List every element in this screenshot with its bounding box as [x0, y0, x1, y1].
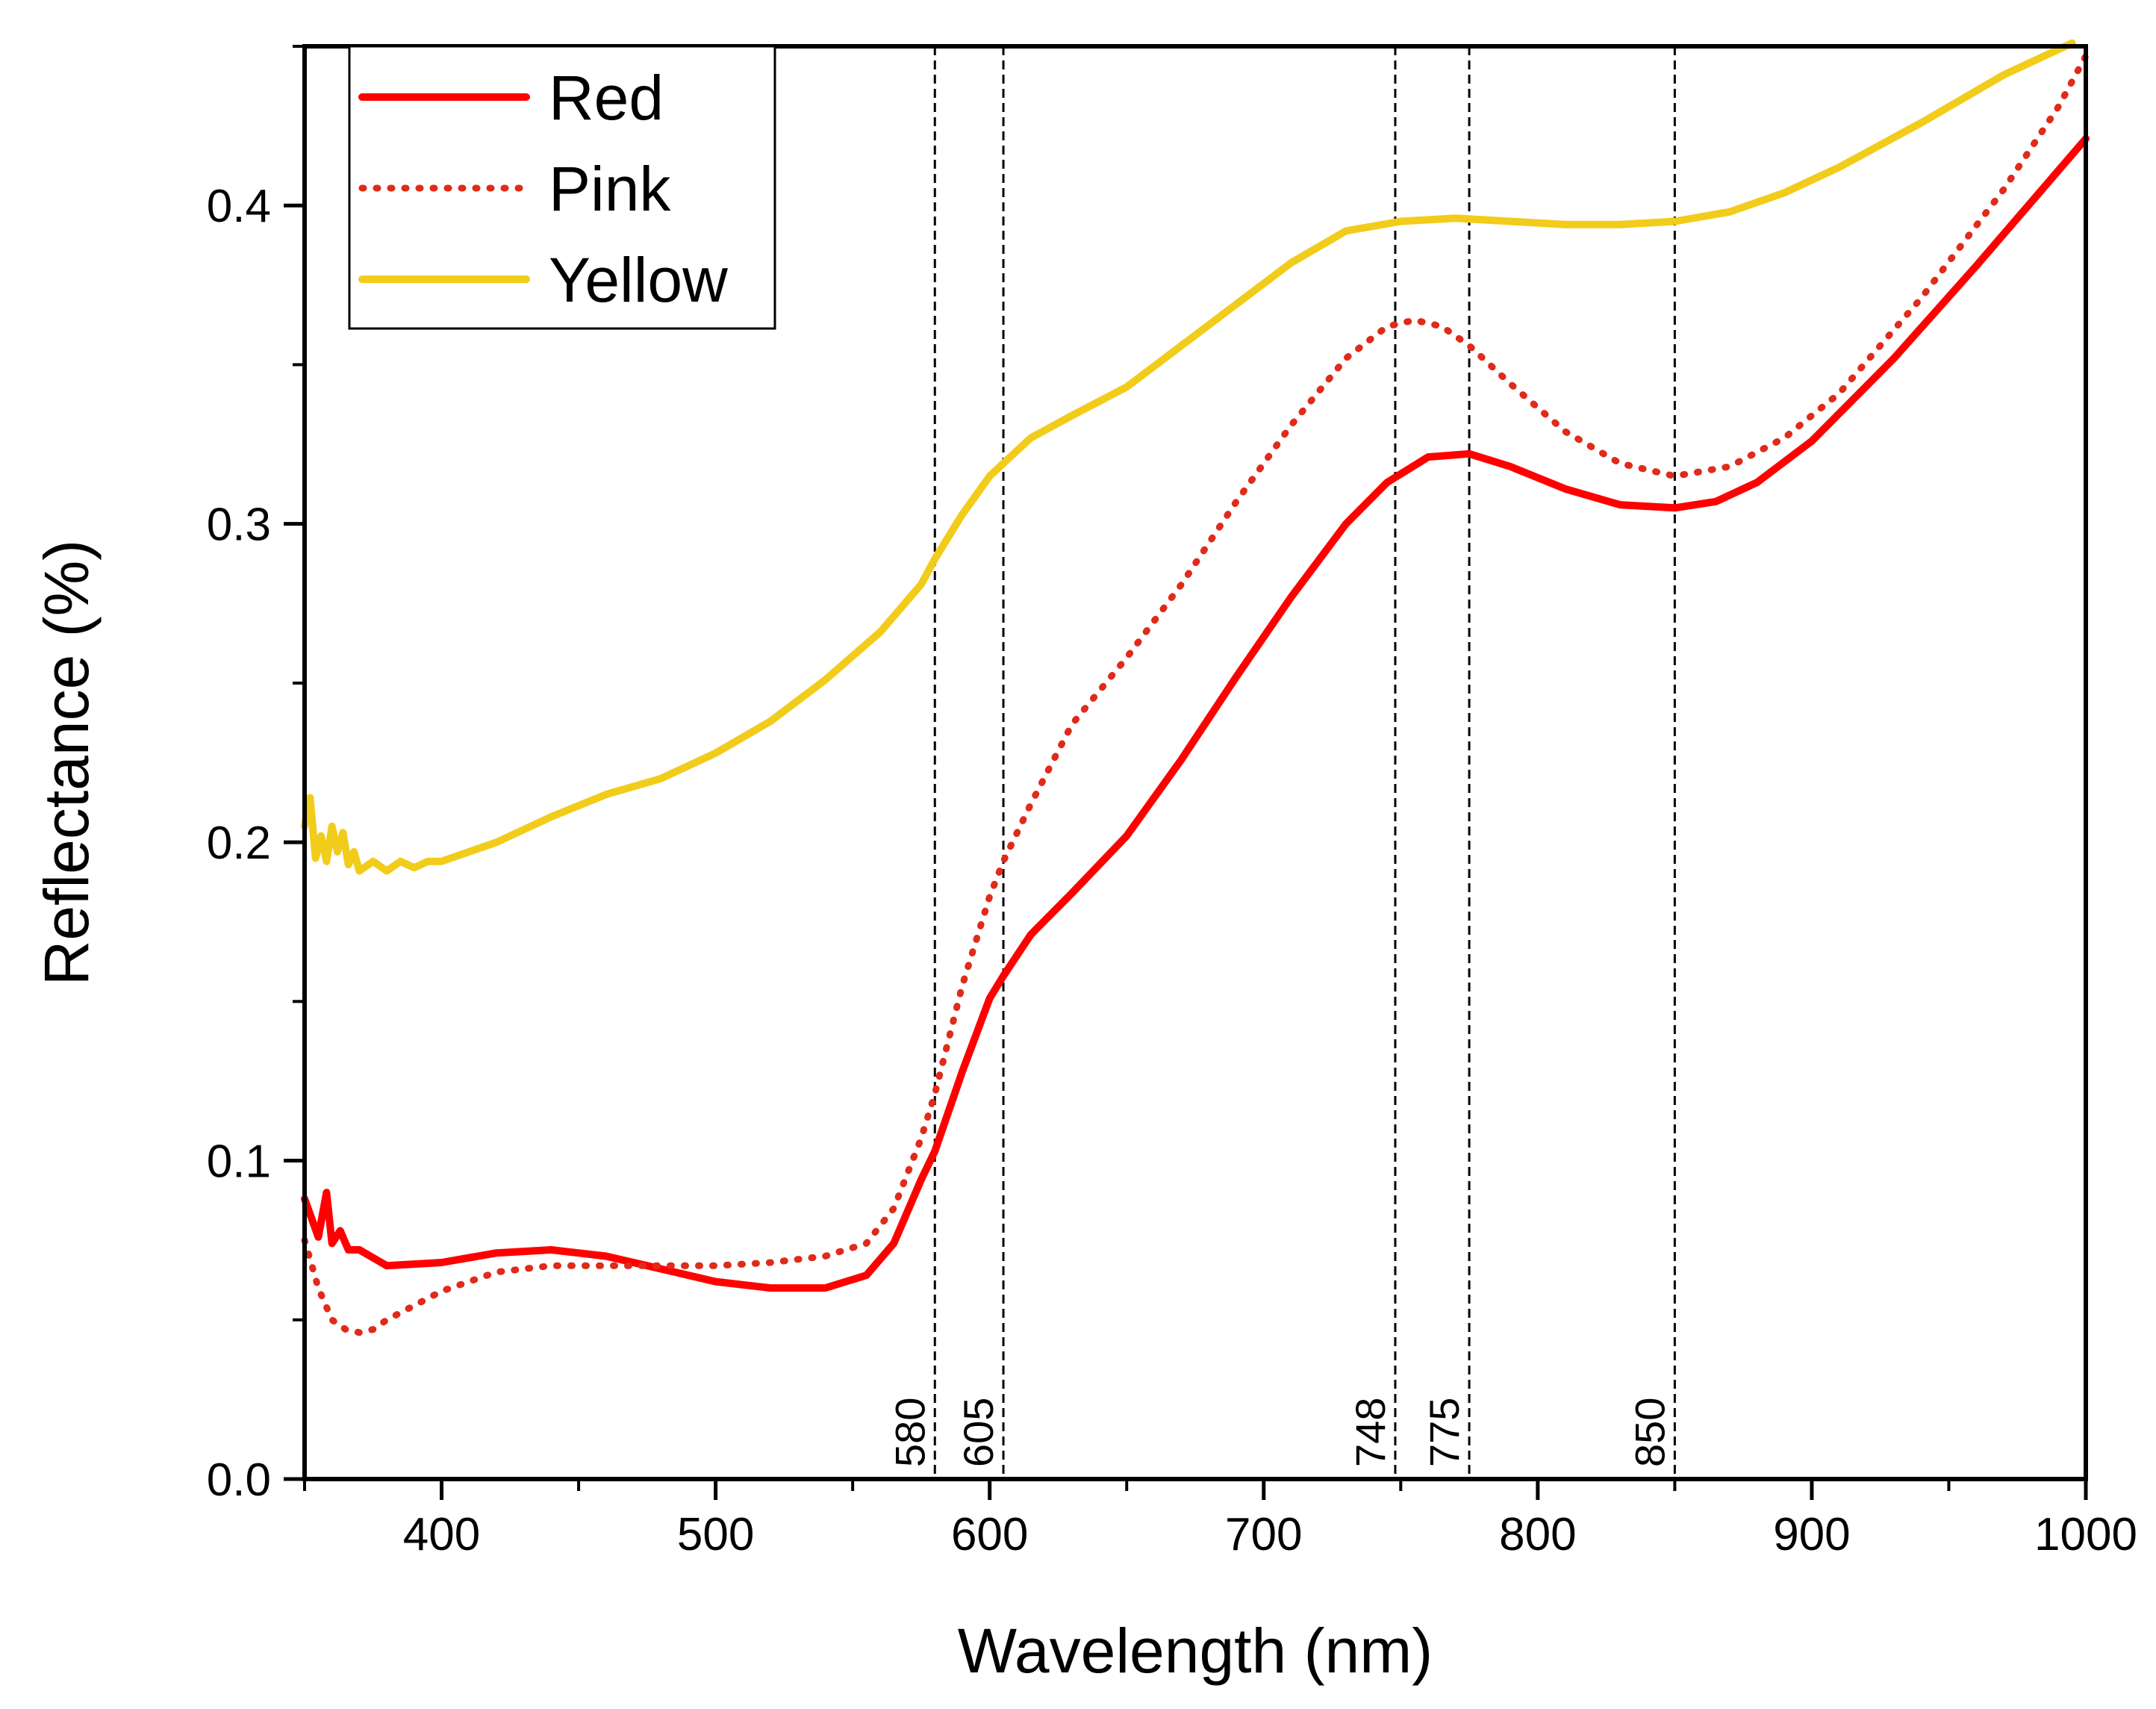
reference-lines-group: 580 605 748 775 850 — [886, 46, 1676, 1479]
series-line-pink — [301, 52, 2090, 1336]
x-tick-label: 800 — [1499, 1509, 1576, 1560]
x-tick-label: 400 — [403, 1509, 480, 1560]
legend: Red Pink Yellow — [348, 45, 776, 330]
x-tick-label: 1000 — [2034, 1509, 2137, 1560]
reference-label-775: 775 — [1421, 1398, 1468, 1467]
reference-label-605: 605 — [955, 1398, 1002, 1467]
y-axis-title: Reflectance (%) — [31, 540, 102, 986]
series-line-yellow — [301, 39, 2076, 875]
x-axis-ticks: 400 500 600 700 800 900 1000 — [303, 1479, 2137, 1560]
x-tick-label: 600 — [951, 1509, 1028, 1560]
legend-label-red: Red — [549, 63, 664, 133]
plot-frame — [302, 44, 2088, 1481]
y-tick-label: 0.3 — [207, 499, 271, 551]
legend-label-pink: Pink — [549, 154, 671, 224]
y-axis-ticks: 0.0 0.1 0.2 0.3 0.4 — [207, 45, 305, 1506]
y-tick-label: 0.2 — [207, 818, 271, 869]
x-tick-label: 500 — [677, 1509, 754, 1560]
x-axis-title: Wavelength (nm) — [958, 1616, 1433, 1686]
reference-label-580: 580 — [886, 1398, 933, 1467]
y-tick-label: 0.0 — [207, 1454, 271, 1506]
reference-label-748: 748 — [1347, 1398, 1394, 1467]
series-group — [301, 39, 2090, 1336]
series-line-red — [301, 134, 2090, 1292]
y-tick-label: 0.4 — [207, 181, 271, 232]
x-tick-label: 700 — [1225, 1509, 1302, 1560]
y-tick-label: 0.1 — [207, 1136, 271, 1188]
x-tick-label: 900 — [1773, 1509, 1850, 1560]
legend-label-yellow: Yellow — [549, 245, 728, 315]
reference-label-850: 850 — [1626, 1398, 1673, 1467]
